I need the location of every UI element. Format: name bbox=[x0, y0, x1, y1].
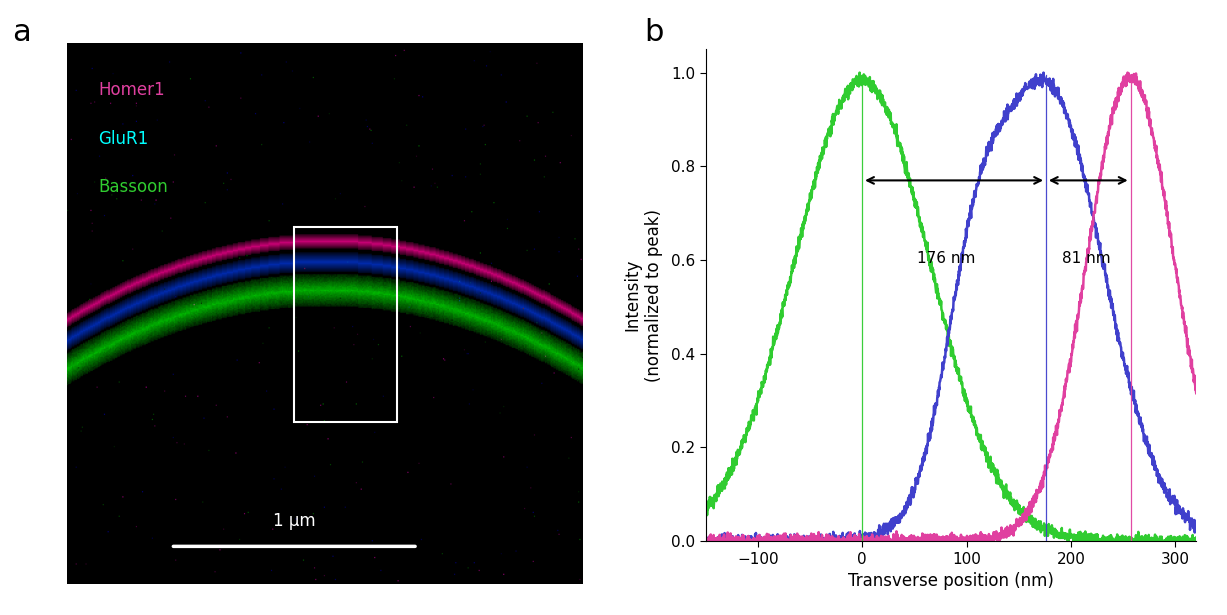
Y-axis label: Intensity
(normalized to peak): Intensity (normalized to peak) bbox=[623, 208, 663, 382]
Text: 176 nm: 176 nm bbox=[917, 251, 975, 266]
Text: 81 nm: 81 nm bbox=[1063, 251, 1110, 266]
Text: Homer1: Homer1 bbox=[98, 81, 164, 99]
Text: Bassoon: Bassoon bbox=[98, 178, 168, 196]
X-axis label: Transverse position (nm): Transverse position (nm) bbox=[848, 572, 1054, 590]
Text: GluR1: GluR1 bbox=[98, 130, 148, 148]
Bar bbox=[294, 227, 398, 422]
Text: a: a bbox=[12, 18, 31, 47]
Text: 1 μm: 1 μm bbox=[272, 512, 315, 530]
Text: b: b bbox=[644, 18, 664, 47]
